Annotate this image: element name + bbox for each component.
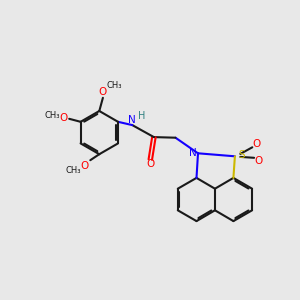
Text: O: O: [81, 160, 89, 171]
Text: O: O: [59, 113, 67, 123]
Text: O: O: [252, 139, 261, 149]
Text: CH₃: CH₃: [44, 111, 59, 120]
Text: S: S: [238, 150, 245, 161]
Text: CH₃: CH₃: [66, 167, 81, 176]
Text: O: O: [99, 87, 107, 98]
Text: O: O: [254, 156, 262, 166]
Text: N: N: [189, 148, 196, 158]
Text: N: N: [128, 115, 136, 125]
Text: O: O: [146, 159, 154, 170]
Text: H: H: [138, 111, 145, 121]
Text: CH₃: CH₃: [106, 81, 122, 90]
